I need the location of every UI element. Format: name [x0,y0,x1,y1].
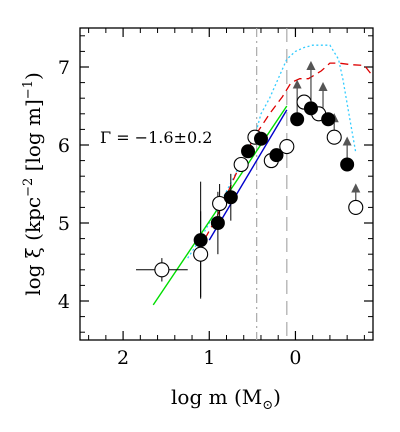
y-tick-label: 7 [58,57,70,79]
x-axis-label-sub: ⊙ [262,398,273,413]
axis-ticks: 2 1 0 4 5 6 7 [58,28,373,369]
open-circle-point [193,246,209,262]
y-tick-label: 5 [58,213,70,235]
lower-limit-arrows [292,60,361,202]
open-circle-point [279,139,295,155]
filled-circle-point [290,112,305,127]
x-tick-label: 1 [203,347,215,369]
filled-circle-point [253,131,268,146]
filled-circle-point [241,144,256,159]
x-tick-label: 2 [117,347,129,369]
open-circle-point [212,195,228,212]
data-points [154,94,364,278]
reference-lines [256,28,288,340]
filled-circle-point [223,190,238,205]
open-circle-point [348,199,364,215]
x-axis-label: log m (M⊙) [171,385,281,413]
filled-circle-point [193,233,208,248]
red-dashed-curve [204,62,373,239]
x-tick-label: 0 [289,347,301,369]
y-tick-label: 6 [58,135,70,157]
filled-circle-point [340,157,355,172]
open-circle-point [326,129,342,145]
filled-circle-point [269,148,284,163]
y-axis-label-sup2: −1 [21,80,36,99]
filled-circle-point [210,216,225,230]
open-circle-point [233,156,249,173]
fit-annotation: Γ = −1.6±0.2 [100,128,212,147]
filled-circle-point [303,101,318,116]
y-tick-label: 4 [58,291,70,313]
y-axis-label: log ξ (kpc−2 [log m]−1) [21,72,45,296]
y-axis-label-sup1: −2 [21,178,36,197]
error-bars [136,173,232,299]
open-circle-point [154,262,170,278]
filled-circle-point [321,112,336,127]
plot-frame [79,27,374,341]
